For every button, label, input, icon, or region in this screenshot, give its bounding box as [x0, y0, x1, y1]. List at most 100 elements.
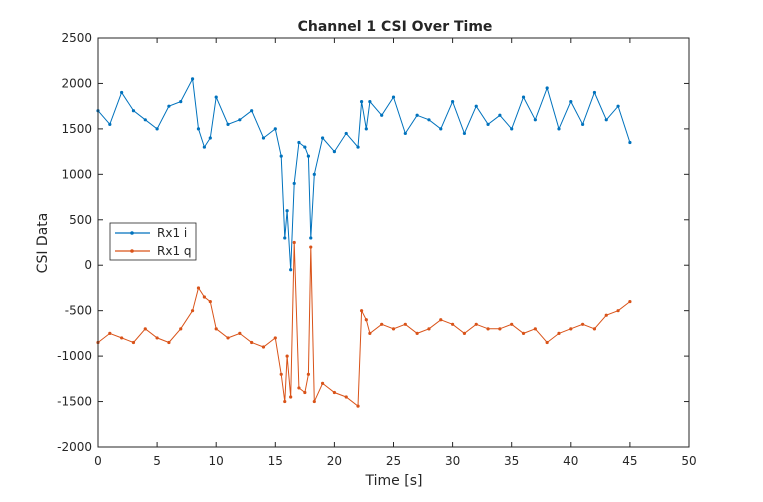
y-tick-label: 1500 [61, 122, 92, 136]
data-point-rx1-q [108, 331, 112, 335]
legend-marker-rx1-q [130, 249, 134, 253]
x-tick-label: 5 [153, 454, 161, 468]
data-point-rx1-i [474, 104, 478, 108]
data-point-rx1-i [292, 181, 296, 186]
data-point-rx1-q [368, 331, 372, 335]
data-point-rx1-q [303, 390, 307, 395]
data-point-rx1-q [474, 322, 478, 326]
data-point-rx1-q [364, 318, 368, 322]
y-tick-label: -500 [65, 304, 92, 318]
data-point-rx1-q [521, 331, 526, 335]
y-tick-label: 1000 [61, 167, 92, 181]
data-point-rx1-i [403, 131, 407, 136]
y-tick-label: 0 [84, 258, 92, 272]
x-tick-label: 40 [563, 454, 578, 468]
data-point-rx1-i [309, 236, 313, 240]
data-point-rx1-i [364, 127, 368, 131]
data-point-rx1-i [143, 118, 147, 122]
data-point-rx1-q [190, 309, 195, 313]
data-point-rx1-q [131, 340, 136, 345]
data-point-rx1-q [427, 327, 431, 331]
data-point-rx1-i [368, 100, 372, 104]
data-point-rx1-q [545, 340, 549, 345]
data-point-rx1-i [208, 136, 212, 140]
data-point-rx1-q [179, 327, 183, 331]
data-point-rx1-i [303, 145, 307, 149]
data-point-rx1-q [533, 327, 537, 331]
data-point-rx1-q [167, 340, 171, 345]
data-point-rx1-q [616, 309, 620, 313]
data-point-rx1-q [226, 336, 230, 340]
x-tick-label: 50 [681, 454, 696, 468]
data-point-rx1-q [155, 336, 159, 340]
data-point-rx1-i [120, 90, 124, 95]
data-point-rx1-q [285, 354, 289, 358]
data-point-rx1-q [356, 404, 360, 408]
x-tick-label: 30 [445, 454, 460, 468]
data-point-rx1-q [120, 336, 124, 340]
y-tick-label: -1500 [57, 395, 92, 409]
data-point-rx1-q [196, 286, 201, 290]
data-point-rx1-q [309, 245, 313, 249]
data-point-rx1-q [604, 313, 608, 317]
x-axis-label: Time [s] [365, 473, 423, 489]
data-point-rx1-i [545, 86, 549, 90]
data-point-rx1-q [462, 331, 467, 335]
data-point-rx1-i [332, 150, 336, 154]
data-point-rx1-i [533, 118, 537, 122]
y-tick-label: 2000 [61, 76, 92, 90]
data-point-rx1-q [292, 240, 296, 245]
data-point-rx1-q [569, 327, 573, 331]
data-point-rx1-i [297, 140, 301, 145]
x-tick-label: 10 [209, 454, 224, 468]
data-point-rx1-i [306, 154, 310, 158]
data-point-rx1-i [250, 109, 254, 113]
legend: Rx1 i Rx1 q [109, 222, 197, 261]
data-point-rx1-i [415, 113, 419, 117]
x-tick-label: 25 [386, 454, 401, 468]
data-point-rx1-i [238, 118, 242, 122]
data-point-rx1-q [359, 309, 364, 313]
y-tick-label: 2500 [61, 31, 92, 45]
data-point-rx1-i [202, 145, 206, 149]
data-point-rx1-i [312, 172, 316, 176]
data-point-rx1-i [359, 100, 364, 104]
data-point-rx1-i [214, 95, 218, 99]
data-point-rx1-i [628, 140, 632, 145]
data-point-rx1-i [521, 95, 526, 99]
data-point-rx1-q [581, 322, 585, 326]
x-tick-label: 15 [268, 454, 283, 468]
data-point-rx1-q [208, 299, 212, 304]
data-point-rx1-q [332, 390, 336, 395]
data-point-rx1-i [344, 131, 348, 136]
data-point-rx1-i [510, 127, 514, 131]
data-point-rx1-i [155, 127, 159, 131]
data-point-rx1-i [289, 268, 293, 272]
data-point-rx1-q [344, 395, 348, 399]
data-point-rx1-i [581, 122, 585, 126]
data-point-rx1-i [592, 90, 597, 95]
data-point-rx1-i [285, 209, 289, 213]
data-point-rx1-i [427, 118, 431, 122]
data-point-rx1-i [391, 95, 396, 99]
data-point-rx1-q [439, 318, 443, 322]
y-tick-label: -2000 [57, 440, 92, 454]
data-point-rx1-i [462, 131, 467, 136]
axis-ticks: 0 5 10 15 20 25 30 35 40 45 50 -2000 -1500 -1000 -500 0… [57, 31, 697, 468]
data-point-rx1-i [179, 100, 183, 104]
data-point-rx1-i [498, 113, 502, 117]
data-point-rx1-q [238, 331, 242, 335]
data-point-rx1-q [289, 395, 293, 399]
data-point-rx1-q [250, 340, 254, 345]
legend-label-rx1-i: Rx1 i [157, 226, 187, 240]
data-point-rx1-q [143, 327, 147, 331]
data-point-rx1-i [320, 136, 325, 140]
data-point-rx1-q [486, 327, 490, 331]
data-point-rx1-q [320, 381, 325, 385]
x-tick-label: 20 [327, 454, 342, 468]
data-point-rx1-q [261, 345, 266, 349]
data-point-rx1-q [510, 322, 514, 326]
legend-box [109, 222, 197, 261]
data-point-rx1-q [202, 295, 206, 299]
